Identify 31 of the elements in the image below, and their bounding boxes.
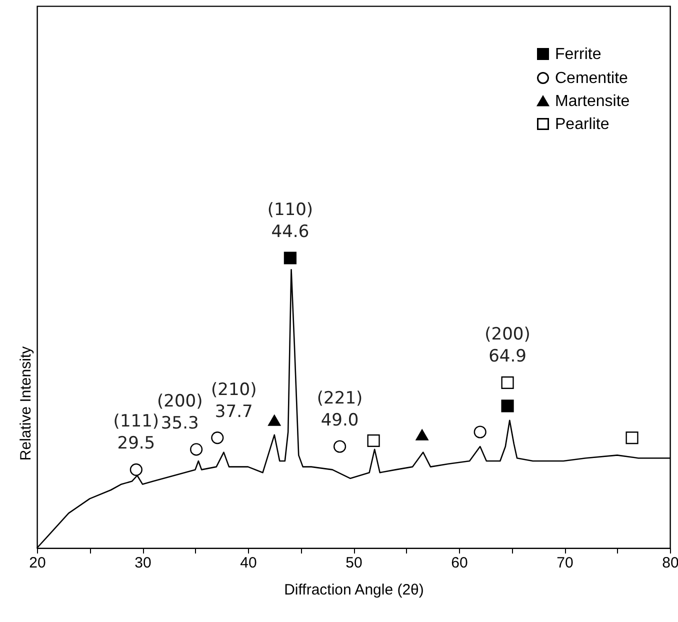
point [284,252,296,264]
annotation: (110) 44.6 [267,200,314,242]
x-tick-label: 20 [29,554,46,572]
point [416,429,428,440]
x-tick-label: 80 [662,554,678,572]
legend-label: Martensite [555,93,630,110]
point [367,434,380,447]
point [211,432,224,444]
point [190,443,203,456]
annotation: (200) 64.9 [484,324,530,367]
point [474,426,486,438]
legend-label: Cementite [555,70,628,87]
point [501,376,514,389]
y-axis-title: Relative Intensity [18,346,34,461]
x-tick-label: 70 [556,554,574,572]
annotation: (210) 37.7 [210,380,257,422]
x-tick-label: 50 [346,554,362,572]
annotation: (111) 29.5 [113,412,160,454]
legend-label: Pearlite [555,116,610,133]
point [333,440,346,453]
x-axis-title: Diffraction Angle (2θ) [284,582,424,598]
x-tick-label: 30 [134,554,152,572]
point [626,432,638,444]
point [501,400,514,412]
point [130,463,142,476]
annotation: (221) 49.0 [316,388,363,430]
point [268,414,281,426]
x-tick-label: 60 [451,554,468,572]
annotation: (200) 35.3 [156,391,203,434]
x-tick-label: 40 [240,554,257,572]
legend-label: Ferrite [555,46,602,63]
